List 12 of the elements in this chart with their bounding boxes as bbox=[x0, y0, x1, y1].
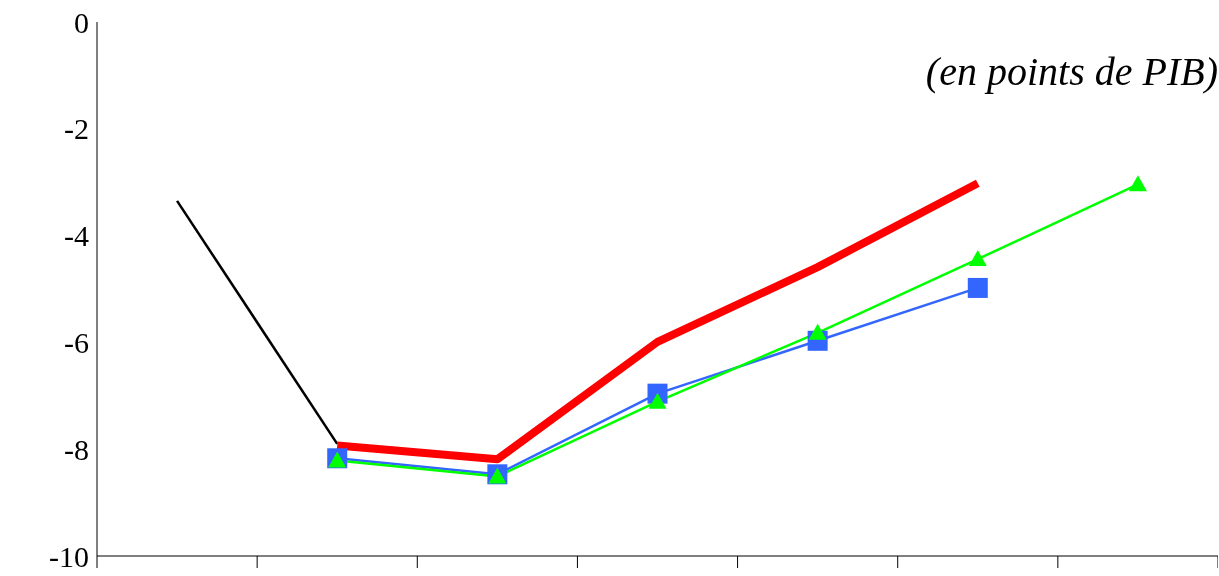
y-tick-label: -6 bbox=[64, 326, 89, 360]
point bbox=[808, 323, 827, 340]
y-tick-label: -10 bbox=[49, 539, 89, 573]
y-tick-label: -2 bbox=[64, 112, 89, 146]
y-tick-label: 0 bbox=[74, 5, 89, 39]
y-tick-label: -8 bbox=[64, 432, 89, 466]
point bbox=[968, 250, 987, 267]
annotation: (en points de PIB) bbox=[925, 48, 1218, 95]
point bbox=[648, 392, 667, 409]
y-tick-label: -4 bbox=[64, 219, 89, 253]
point bbox=[967, 277, 988, 298]
point bbox=[1128, 175, 1147, 192]
